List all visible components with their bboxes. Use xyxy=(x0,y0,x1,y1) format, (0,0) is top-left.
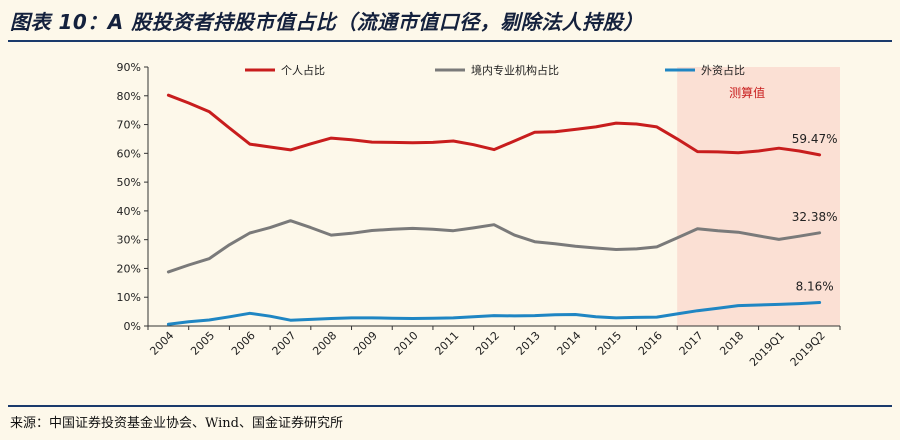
estimate-region xyxy=(677,67,840,326)
source-note: 来源：中国证券投资基金业协会、Wind、国金证券研究所 xyxy=(10,416,343,431)
x-tick-label: 2019Q2 xyxy=(788,329,828,369)
y-tick-label: 30% xyxy=(117,234,141,247)
x-tick-label: 2005 xyxy=(188,329,217,358)
x-tick-label: 2009 xyxy=(351,329,380,358)
x-tick-label: 2017 xyxy=(677,329,706,358)
x-tick-label: 2015 xyxy=(595,329,624,358)
y-tick-label: 80% xyxy=(117,90,141,103)
chart-title: 图表 10：A 股投资者持股市值占比（流通市值口径，剔除法人持股） xyxy=(10,10,644,34)
x-tick-label: 2008 xyxy=(310,329,339,358)
y-tick-label: 20% xyxy=(117,262,141,275)
end-value-label-1: 59.47% xyxy=(792,132,838,146)
x-tick-label: 2007 xyxy=(270,329,299,358)
x-tick-label: 2019Q1 xyxy=(747,329,787,369)
x-tick-label: 2016 xyxy=(636,329,665,358)
y-tick-label: 10% xyxy=(117,291,141,304)
series-line-2 xyxy=(166,219,822,274)
x-tick-label: 2013 xyxy=(514,329,543,358)
legend-label-1: 个人占比 xyxy=(281,63,325,77)
x-tick-label: 2018 xyxy=(717,329,746,358)
end-value-label-3: 8.16% xyxy=(796,280,834,294)
y-tick-label: 60% xyxy=(117,147,141,160)
y-tick-label: 40% xyxy=(117,205,141,218)
x-tick-label: 2006 xyxy=(229,329,258,358)
x-tick-label: 2014 xyxy=(555,329,584,358)
x-tick-label: 2004 xyxy=(147,329,176,358)
end-value-label-2: 32.38% xyxy=(792,210,838,224)
series-line-3 xyxy=(166,301,822,326)
y-tick-label: 0% xyxy=(124,320,141,333)
x-tick-label: 2010 xyxy=(392,329,421,358)
y-tick-label: 90% xyxy=(117,61,141,74)
x-tick-label: 2011 xyxy=(432,329,461,358)
y-tick-label: 70% xyxy=(117,119,141,132)
footer-divider xyxy=(8,405,892,407)
chart-svg: 测算值 0% 10% 20% 30% 40% 50% 60% 70% 80% 90% 2004 200… xyxy=(117,61,841,369)
y-tick-label: 50% xyxy=(117,176,141,189)
legend-label-2: 境内专业机构占比 xyxy=(471,63,559,77)
x-tick-label: 2012 xyxy=(473,329,502,358)
estimate-label: 测算值 xyxy=(729,85,765,100)
title-divider xyxy=(8,40,892,42)
series-line-1 xyxy=(166,93,822,157)
legend-label-3: 外资占比 xyxy=(701,63,745,77)
